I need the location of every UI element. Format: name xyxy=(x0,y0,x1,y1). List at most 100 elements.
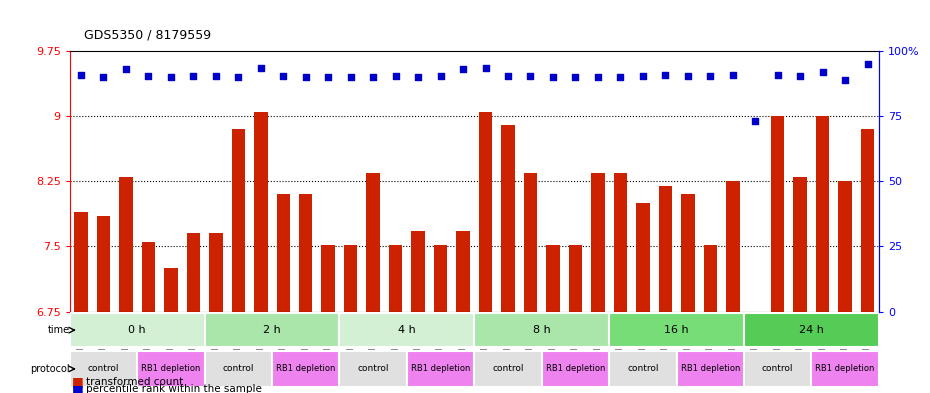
FancyBboxPatch shape xyxy=(70,313,205,347)
Bar xyxy=(187,233,200,312)
Point xyxy=(253,65,268,71)
Point xyxy=(141,73,156,79)
Bar xyxy=(524,173,538,312)
FancyBboxPatch shape xyxy=(205,351,272,387)
Bar xyxy=(119,177,133,312)
FancyBboxPatch shape xyxy=(339,313,474,347)
Point xyxy=(365,74,380,80)
Point xyxy=(73,72,88,78)
Bar xyxy=(74,212,87,312)
FancyBboxPatch shape xyxy=(811,351,879,387)
Bar xyxy=(411,231,425,312)
Bar xyxy=(771,116,784,312)
FancyBboxPatch shape xyxy=(609,313,744,347)
Point xyxy=(860,61,875,67)
Point xyxy=(411,74,426,80)
FancyBboxPatch shape xyxy=(70,351,137,387)
Bar xyxy=(433,245,447,312)
Bar xyxy=(658,185,672,312)
Text: 8 h: 8 h xyxy=(533,325,551,335)
Text: transformed count: transformed count xyxy=(86,377,183,387)
Bar xyxy=(614,173,627,312)
Text: 24 h: 24 h xyxy=(799,325,824,335)
Point xyxy=(568,74,583,80)
Point xyxy=(703,73,718,79)
Bar xyxy=(838,181,852,312)
Point xyxy=(792,73,807,79)
Bar xyxy=(209,233,222,312)
Point xyxy=(164,74,179,80)
Point xyxy=(456,66,471,72)
FancyBboxPatch shape xyxy=(474,351,541,387)
Text: protocol: protocol xyxy=(31,364,70,374)
Point xyxy=(816,69,830,75)
Point xyxy=(748,118,763,125)
Bar xyxy=(726,181,739,312)
FancyBboxPatch shape xyxy=(676,351,744,387)
Text: control: control xyxy=(492,364,524,373)
Text: control: control xyxy=(357,364,389,373)
FancyBboxPatch shape xyxy=(474,313,609,347)
Text: control: control xyxy=(87,364,119,373)
Point xyxy=(770,72,785,78)
Bar xyxy=(501,125,514,312)
Point xyxy=(186,73,201,79)
Point xyxy=(118,66,133,72)
Bar xyxy=(861,129,874,312)
Bar xyxy=(457,231,470,312)
Point xyxy=(388,73,403,79)
Point xyxy=(321,74,336,80)
Bar xyxy=(366,173,379,312)
Point xyxy=(613,74,628,80)
Text: RB1 depletion: RB1 depletion xyxy=(681,364,740,373)
FancyBboxPatch shape xyxy=(339,351,406,387)
Point xyxy=(546,74,561,80)
Bar xyxy=(816,116,830,312)
Text: control: control xyxy=(222,364,254,373)
Text: control: control xyxy=(762,364,793,373)
Text: 0 h: 0 h xyxy=(128,325,146,335)
Bar xyxy=(276,195,290,312)
Text: RB1 depletion: RB1 depletion xyxy=(276,364,336,373)
FancyBboxPatch shape xyxy=(744,313,879,347)
Bar xyxy=(793,177,807,312)
Bar xyxy=(703,245,717,312)
FancyBboxPatch shape xyxy=(137,351,205,387)
Text: 2 h: 2 h xyxy=(263,325,281,335)
Bar xyxy=(97,216,110,312)
Point xyxy=(478,65,493,71)
Text: RB1 depletion: RB1 depletion xyxy=(816,364,875,373)
Point xyxy=(433,73,448,79)
Point xyxy=(523,73,538,79)
FancyBboxPatch shape xyxy=(541,351,609,387)
Bar xyxy=(232,129,245,312)
Text: ■: ■ xyxy=(72,375,84,389)
FancyBboxPatch shape xyxy=(406,351,474,387)
FancyBboxPatch shape xyxy=(272,351,339,387)
Text: ■: ■ xyxy=(72,382,84,393)
Bar xyxy=(546,245,560,312)
Text: 16 h: 16 h xyxy=(664,325,689,335)
Bar xyxy=(591,173,604,312)
FancyBboxPatch shape xyxy=(609,351,676,387)
FancyBboxPatch shape xyxy=(744,351,811,387)
Text: GDS5350 / 8179559: GDS5350 / 8179559 xyxy=(84,28,211,41)
Point xyxy=(500,73,515,79)
Point xyxy=(276,73,291,79)
Bar xyxy=(389,245,403,312)
Point xyxy=(208,73,223,79)
Point xyxy=(838,77,853,83)
Point xyxy=(635,73,650,79)
Point xyxy=(96,74,111,80)
Bar xyxy=(636,203,649,312)
Text: RB1 depletion: RB1 depletion xyxy=(546,364,605,373)
Bar xyxy=(164,268,178,312)
Bar xyxy=(681,195,695,312)
Point xyxy=(681,73,696,79)
Bar xyxy=(344,245,357,312)
Point xyxy=(299,74,313,80)
Point xyxy=(343,74,358,80)
FancyBboxPatch shape xyxy=(205,313,339,347)
Point xyxy=(231,74,246,80)
Text: RB1 depletion: RB1 depletion xyxy=(141,364,201,373)
